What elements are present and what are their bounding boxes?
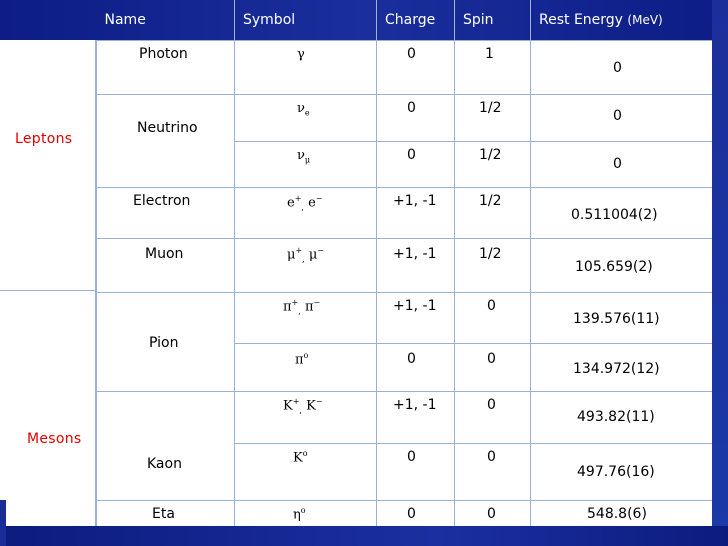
cell-charge: 0 xyxy=(376,140,455,188)
cell-rest-energy: 0.511004(2) xyxy=(530,187,713,239)
cell-spin: 0 xyxy=(454,443,531,501)
cell-symbol: γ xyxy=(234,40,377,95)
table-row-kaon-charged: Kaon K+, K− +1, -1 0 493.82(11) xyxy=(96,390,713,501)
cell-charge: +1, -1 xyxy=(376,187,455,239)
cell-symbol: Ko xyxy=(234,443,377,501)
cell-rest-energy: 497.76(16) xyxy=(530,443,713,501)
group-column-border xyxy=(95,40,96,526)
cell-rest-energy: 0 xyxy=(530,94,713,142)
table-row-eta: Eta ηo 0 0 548.8(6) xyxy=(96,500,713,531)
column-header-charge: Charge xyxy=(376,0,455,41)
cell-rest-energy: 0 xyxy=(530,40,713,95)
symbol-electron-neutrino: νe xyxy=(297,101,310,118)
group-label-mesons: Mesons xyxy=(27,431,82,447)
cell-charge: +1, -1 xyxy=(376,390,455,445)
group-separator xyxy=(0,290,96,291)
symbol-kaon-charged: K+, K− xyxy=(283,397,323,415)
table-row-neutrino-e: Neutrino νe 0 1/2 0 xyxy=(96,94,713,188)
cell-spin: 0 xyxy=(454,390,531,445)
cell-spin: 1/2 xyxy=(454,238,531,293)
cell-spin: 1 xyxy=(454,40,531,95)
column-header-spin: Spin xyxy=(454,0,531,41)
table-row-neutrino-mu: νμ 0 1/2 0 xyxy=(97,140,713,188)
cell-symbol: K+, K− xyxy=(234,390,377,445)
column-header-symbol: Symbol xyxy=(234,0,377,41)
cell-spin: 1/2 xyxy=(454,140,531,188)
symbol-kaon-neutral: Ko xyxy=(293,449,308,466)
cell-charge: 0 xyxy=(376,443,455,501)
cell-charge: 0 xyxy=(376,342,455,392)
cell-spin: 0 xyxy=(454,292,531,344)
cell-symbol: e+, e− xyxy=(234,187,377,239)
cell-charge: +1, -1 xyxy=(376,292,455,344)
cell-spin: 1/2 xyxy=(454,94,531,142)
table-row-pion-charged: Pion π+, π− +1, -1 0 139.576(11) xyxy=(96,292,713,392)
symbol-electron: e+, e− xyxy=(287,194,323,212)
group-label-leptons: Leptons xyxy=(15,131,73,147)
cell-symbol: πo xyxy=(234,342,377,392)
cell-charge: 0 xyxy=(376,40,455,95)
symbol-muon-neutrino: νμ xyxy=(297,147,311,165)
cell-spin: 0 xyxy=(454,342,531,392)
table-row-muon: Muon μ+, μ− +1, -1 1/2 105.659(2) xyxy=(96,238,713,293)
particle-table: Name Symbol Charge Spin Rest Energy (MeV… xyxy=(96,0,713,531)
cell-name: Photon xyxy=(96,40,235,95)
cell-symbol: νe xyxy=(234,94,377,142)
symbol-photon: γ xyxy=(297,47,305,62)
cell-charge: 0 xyxy=(376,94,455,142)
cell-charge: 0 xyxy=(376,500,455,531)
frame-corner xyxy=(0,500,6,546)
table-row-photon: Photon γ 0 1 0 xyxy=(96,40,713,95)
table-row-electron: Electron e+, e− +1, -1 1/2 0.511004(2) xyxy=(96,187,713,239)
frame-bottom-border xyxy=(0,526,728,546)
cell-symbol: νμ xyxy=(234,140,377,188)
table-header-row: Name Symbol Charge Spin Rest Energy (MeV… xyxy=(96,0,713,41)
symbol-pion-neutral: πo xyxy=(295,350,309,367)
cell-name: Eta xyxy=(96,500,235,531)
cell-charge: +1, -1 xyxy=(376,238,455,293)
cell-rest-energy: 493.82(11) xyxy=(530,390,713,445)
symbol-eta: ηo xyxy=(293,506,306,523)
cell-rest-energy: 548.8(6) xyxy=(530,500,713,531)
cell-rest-energy: 105.659(2) xyxy=(530,238,713,293)
cell-name: Pion xyxy=(96,292,235,392)
column-header-rest-energy: Rest Energy (MeV) xyxy=(539,12,663,28)
cell-name: Kaon xyxy=(96,391,235,501)
cell-symbol: π+, π− xyxy=(234,292,377,344)
cell-spin: 1/2 xyxy=(454,187,531,239)
frame-right-border xyxy=(712,0,728,546)
symbol-muon: μ+, μ− xyxy=(287,246,324,264)
cell-name: Muon xyxy=(96,238,235,293)
cell-spin: 0 xyxy=(454,500,531,531)
cell-rest-energy: 139.576(11) xyxy=(530,292,713,344)
column-header-name: Name xyxy=(96,0,235,41)
symbol-pion-charged: π+, π− xyxy=(283,298,321,316)
cell-name: Neutrino xyxy=(96,94,235,188)
table-row-kaon-neutral: Ko 0 0 497.76(16) xyxy=(97,443,713,501)
cell-symbol: μ+, μ− xyxy=(234,238,377,293)
cell-rest-energy: 0 xyxy=(530,140,713,188)
cell-name: Electron xyxy=(96,187,235,239)
group-column xyxy=(0,40,96,546)
cell-rest-energy: 134.972(12) xyxy=(530,342,713,392)
